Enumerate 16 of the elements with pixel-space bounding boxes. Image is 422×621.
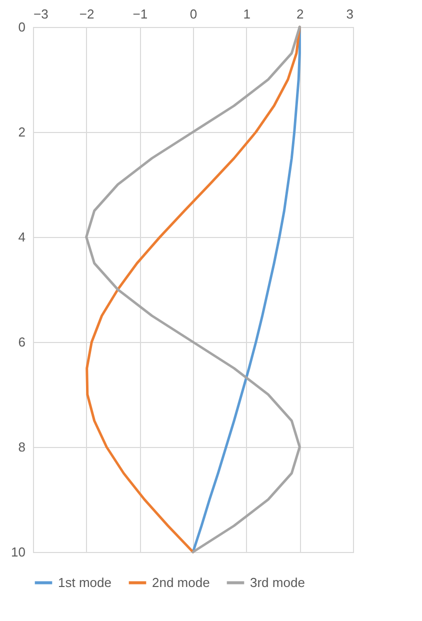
x-tick-label: 0 (190, 6, 198, 22)
x-tick-label: −1 (132, 6, 148, 22)
y-tick-label: 2 (18, 124, 26, 140)
x-tick-label: 3 (346, 6, 354, 22)
y-tick-label: 8 (18, 440, 26, 454)
y-tick-label: 10 (11, 544, 26, 560)
y-tick-label: 6 (18, 334, 26, 350)
legend-label: 1st mode (58, 574, 112, 590)
x-tick-label: −3 (34, 6, 48, 22)
legend-label: 3rd mode (250, 574, 305, 590)
y-tick-label: 4 (18, 230, 26, 244)
x-tick-label: 2 (296, 6, 304, 22)
y-tick-label: 0 (18, 20, 26, 34)
x-tick-label: 1 (243, 6, 250, 22)
x-tick-label: −2 (79, 6, 94, 22)
legend-label: 2nd mode (152, 574, 210, 590)
